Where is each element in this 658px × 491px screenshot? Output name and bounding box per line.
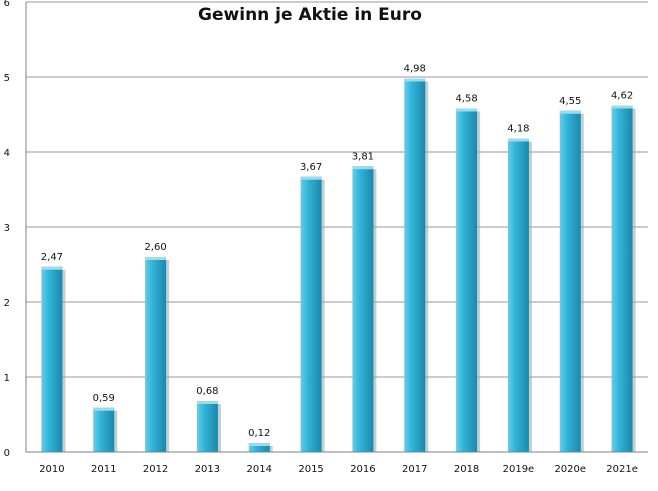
data-label: 0,12 bbox=[248, 428, 270, 439]
data-label: 4,18 bbox=[507, 124, 529, 135]
y-tick-label: 1 bbox=[4, 373, 10, 384]
chart-title: Gewinn je Aktie in Euro bbox=[198, 5, 422, 25]
x-tick-label: 2020e bbox=[554, 464, 586, 475]
y-tick-label: 4 bbox=[4, 148, 10, 159]
x-tick-label: 2017 bbox=[402, 464, 427, 475]
x-tick-label: 2013 bbox=[195, 464, 220, 475]
bar bbox=[404, 78, 426, 452]
data-label: 2,47 bbox=[41, 252, 63, 263]
x-tick-label: 2016 bbox=[350, 464, 375, 475]
data-labels: 2,47 0,59 2,60 0,68 0,12 3,67 3,81 4,98 4,58 4,18… bbox=[41, 64, 633, 440]
bar-top-cap bbox=[248, 443, 270, 446]
y-tick-label: 3 bbox=[4, 223, 10, 234]
bar bbox=[352, 166, 374, 452]
y-tick-label: 2 bbox=[4, 298, 10, 309]
axes: 0 1 2 3 4 5 6 2010 2011 2012 2013 2014 2015 2016 2017 2… bbox=[4, 0, 648, 475]
bar bbox=[93, 407, 115, 452]
bar-top-cap bbox=[41, 266, 63, 270]
data-label: 4,55 bbox=[559, 96, 581, 107]
data-label: 3,67 bbox=[300, 162, 322, 173]
bar-top-cap bbox=[300, 176, 322, 180]
data-label: 4,98 bbox=[404, 64, 426, 75]
bar bbox=[507, 138, 529, 452]
bars bbox=[41, 78, 636, 452]
bar bbox=[145, 257, 167, 452]
x-tick-label: 2015 bbox=[298, 464, 323, 475]
x-tick-label: 2014 bbox=[247, 464, 272, 475]
data-label: 3,81 bbox=[352, 151, 374, 162]
bar-top-cap bbox=[145, 257, 167, 260]
bar bbox=[300, 176, 322, 452]
data-label: 4,58 bbox=[455, 94, 477, 105]
x-tick-label: 2011 bbox=[91, 464, 116, 475]
x-tick-label: 2019e bbox=[503, 464, 535, 475]
bar bbox=[248, 443, 270, 452]
bar bbox=[611, 105, 633, 452]
bar bbox=[559, 110, 581, 452]
bar-top-cap bbox=[611, 105, 633, 109]
y-tick-label: 5 bbox=[4, 73, 10, 84]
x-tick-label: 2010 bbox=[39, 464, 64, 475]
bar-top-cap bbox=[404, 78, 426, 82]
x-tick-label: 2012 bbox=[143, 464, 168, 475]
data-label: 2,60 bbox=[144, 242, 166, 253]
x-tick-label: 2021e bbox=[606, 464, 638, 475]
gridlines bbox=[26, 1, 648, 378]
data-label: 0,68 bbox=[196, 386, 218, 397]
x-tick-label: 2018 bbox=[454, 464, 479, 475]
bar bbox=[41, 266, 63, 452]
data-label: 0,59 bbox=[93, 393, 115, 404]
bar-top-cap bbox=[507, 138, 529, 142]
bar-top-cap bbox=[93, 407, 115, 411]
bar bbox=[456, 108, 478, 452]
bar-top-cap bbox=[456, 108, 478, 112]
bar-top-cap bbox=[352, 166, 374, 170]
y-tick-label: 0 bbox=[4, 448, 10, 459]
data-label: 4,62 bbox=[611, 91, 633, 102]
bar bbox=[196, 401, 218, 452]
bar-top-cap bbox=[559, 110, 581, 114]
bar-top-cap bbox=[196, 401, 218, 404]
y-tick-label: 6 bbox=[4, 0, 10, 9]
